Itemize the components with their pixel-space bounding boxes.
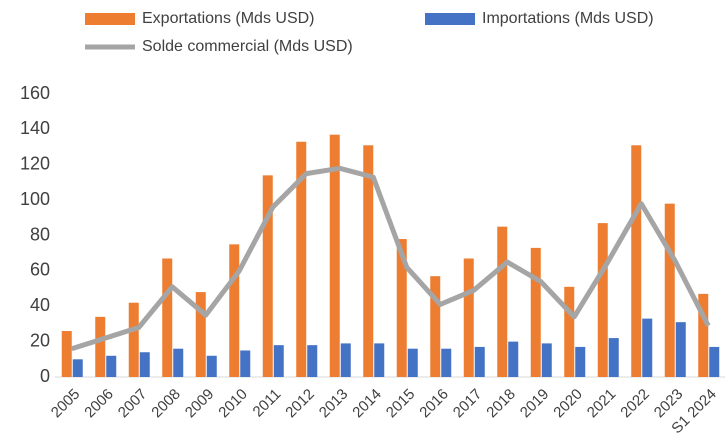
y-tick-label: 40 <box>30 295 50 315</box>
bar <box>106 355 117 377</box>
x-tick-label: 2017 <box>450 386 486 422</box>
x-tick-label: 2007 <box>115 386 151 422</box>
x-tick-label: 2006 <box>81 386 117 422</box>
bar <box>631 145 642 377</box>
y-tick-label: 60 <box>30 260 50 280</box>
bar <box>307 345 318 377</box>
x-tick-label: 2009 <box>182 386 218 422</box>
bar <box>296 141 307 377</box>
x-tick-label: 2021 <box>584 386 620 422</box>
y-tick-label: 20 <box>30 330 50 350</box>
x-tick-label: 2019 <box>517 386 553 422</box>
x-tick-label: 2005 <box>48 386 84 422</box>
y-tick-label: 160 <box>20 83 50 103</box>
bar <box>608 338 619 377</box>
bar <box>474 346 485 377</box>
x-tick-label: 2008 <box>148 386 184 422</box>
y-tick-label: 120 <box>20 154 50 174</box>
bar <box>530 247 541 377</box>
legend-swatch <box>425 13 475 25</box>
bar <box>329 134 340 377</box>
legend-swatch <box>85 13 135 25</box>
bar <box>195 292 206 377</box>
x-tick-label: 2016 <box>416 386 452 422</box>
bar <box>541 343 552 377</box>
line <box>70 165 711 352</box>
x-tick-label: 2015 <box>383 386 419 422</box>
bar <box>441 348 452 377</box>
bar <box>698 293 709 377</box>
bar <box>597 223 608 377</box>
bar <box>463 258 474 377</box>
x-tick-label: 2022 <box>617 386 653 422</box>
y-tick-label: 140 <box>20 118 50 138</box>
bar <box>675 322 686 377</box>
bar <box>497 226 508 377</box>
bar <box>72 359 83 377</box>
bar <box>273 345 284 377</box>
bar <box>374 343 385 377</box>
x-tick-label: 2010 <box>215 386 251 422</box>
bar <box>407 348 418 377</box>
legend-label: Importations (Mds USD) <box>482 10 654 27</box>
bar <box>430 276 441 377</box>
x-tick-label: 2018 <box>483 386 519 422</box>
bar <box>206 355 217 377</box>
bar <box>128 302 139 377</box>
bar <box>95 316 106 377</box>
bar <box>564 286 575 377</box>
bar <box>139 352 150 377</box>
bar <box>363 145 374 377</box>
legend-label: Solde commercial (Mds USD) <box>142 38 353 55</box>
x-tick-label: 2013 <box>316 386 352 422</box>
bar <box>642 318 653 377</box>
x-tick-label: 2012 <box>282 386 318 422</box>
y-tick-label: 0 <box>40 366 50 386</box>
x-tick-label: 2020 <box>550 386 586 422</box>
bar <box>340 343 351 377</box>
x-tick-label: 2011 <box>250 386 285 421</box>
bar <box>162 258 173 377</box>
bar <box>575 346 586 377</box>
bar <box>508 341 519 377</box>
bar <box>173 348 184 377</box>
bar <box>709 346 720 377</box>
y-tick-label: 100 <box>20 189 50 209</box>
legend-label: Exportations (Mds USD) <box>142 10 315 27</box>
bar <box>240 350 251 377</box>
x-tick-label: 2014 <box>349 386 385 422</box>
y-tick-label: 80 <box>30 224 50 244</box>
bar <box>396 239 407 377</box>
bar <box>229 244 240 377</box>
bar <box>262 175 273 377</box>
bar <box>61 331 72 377</box>
bar <box>664 203 675 377</box>
